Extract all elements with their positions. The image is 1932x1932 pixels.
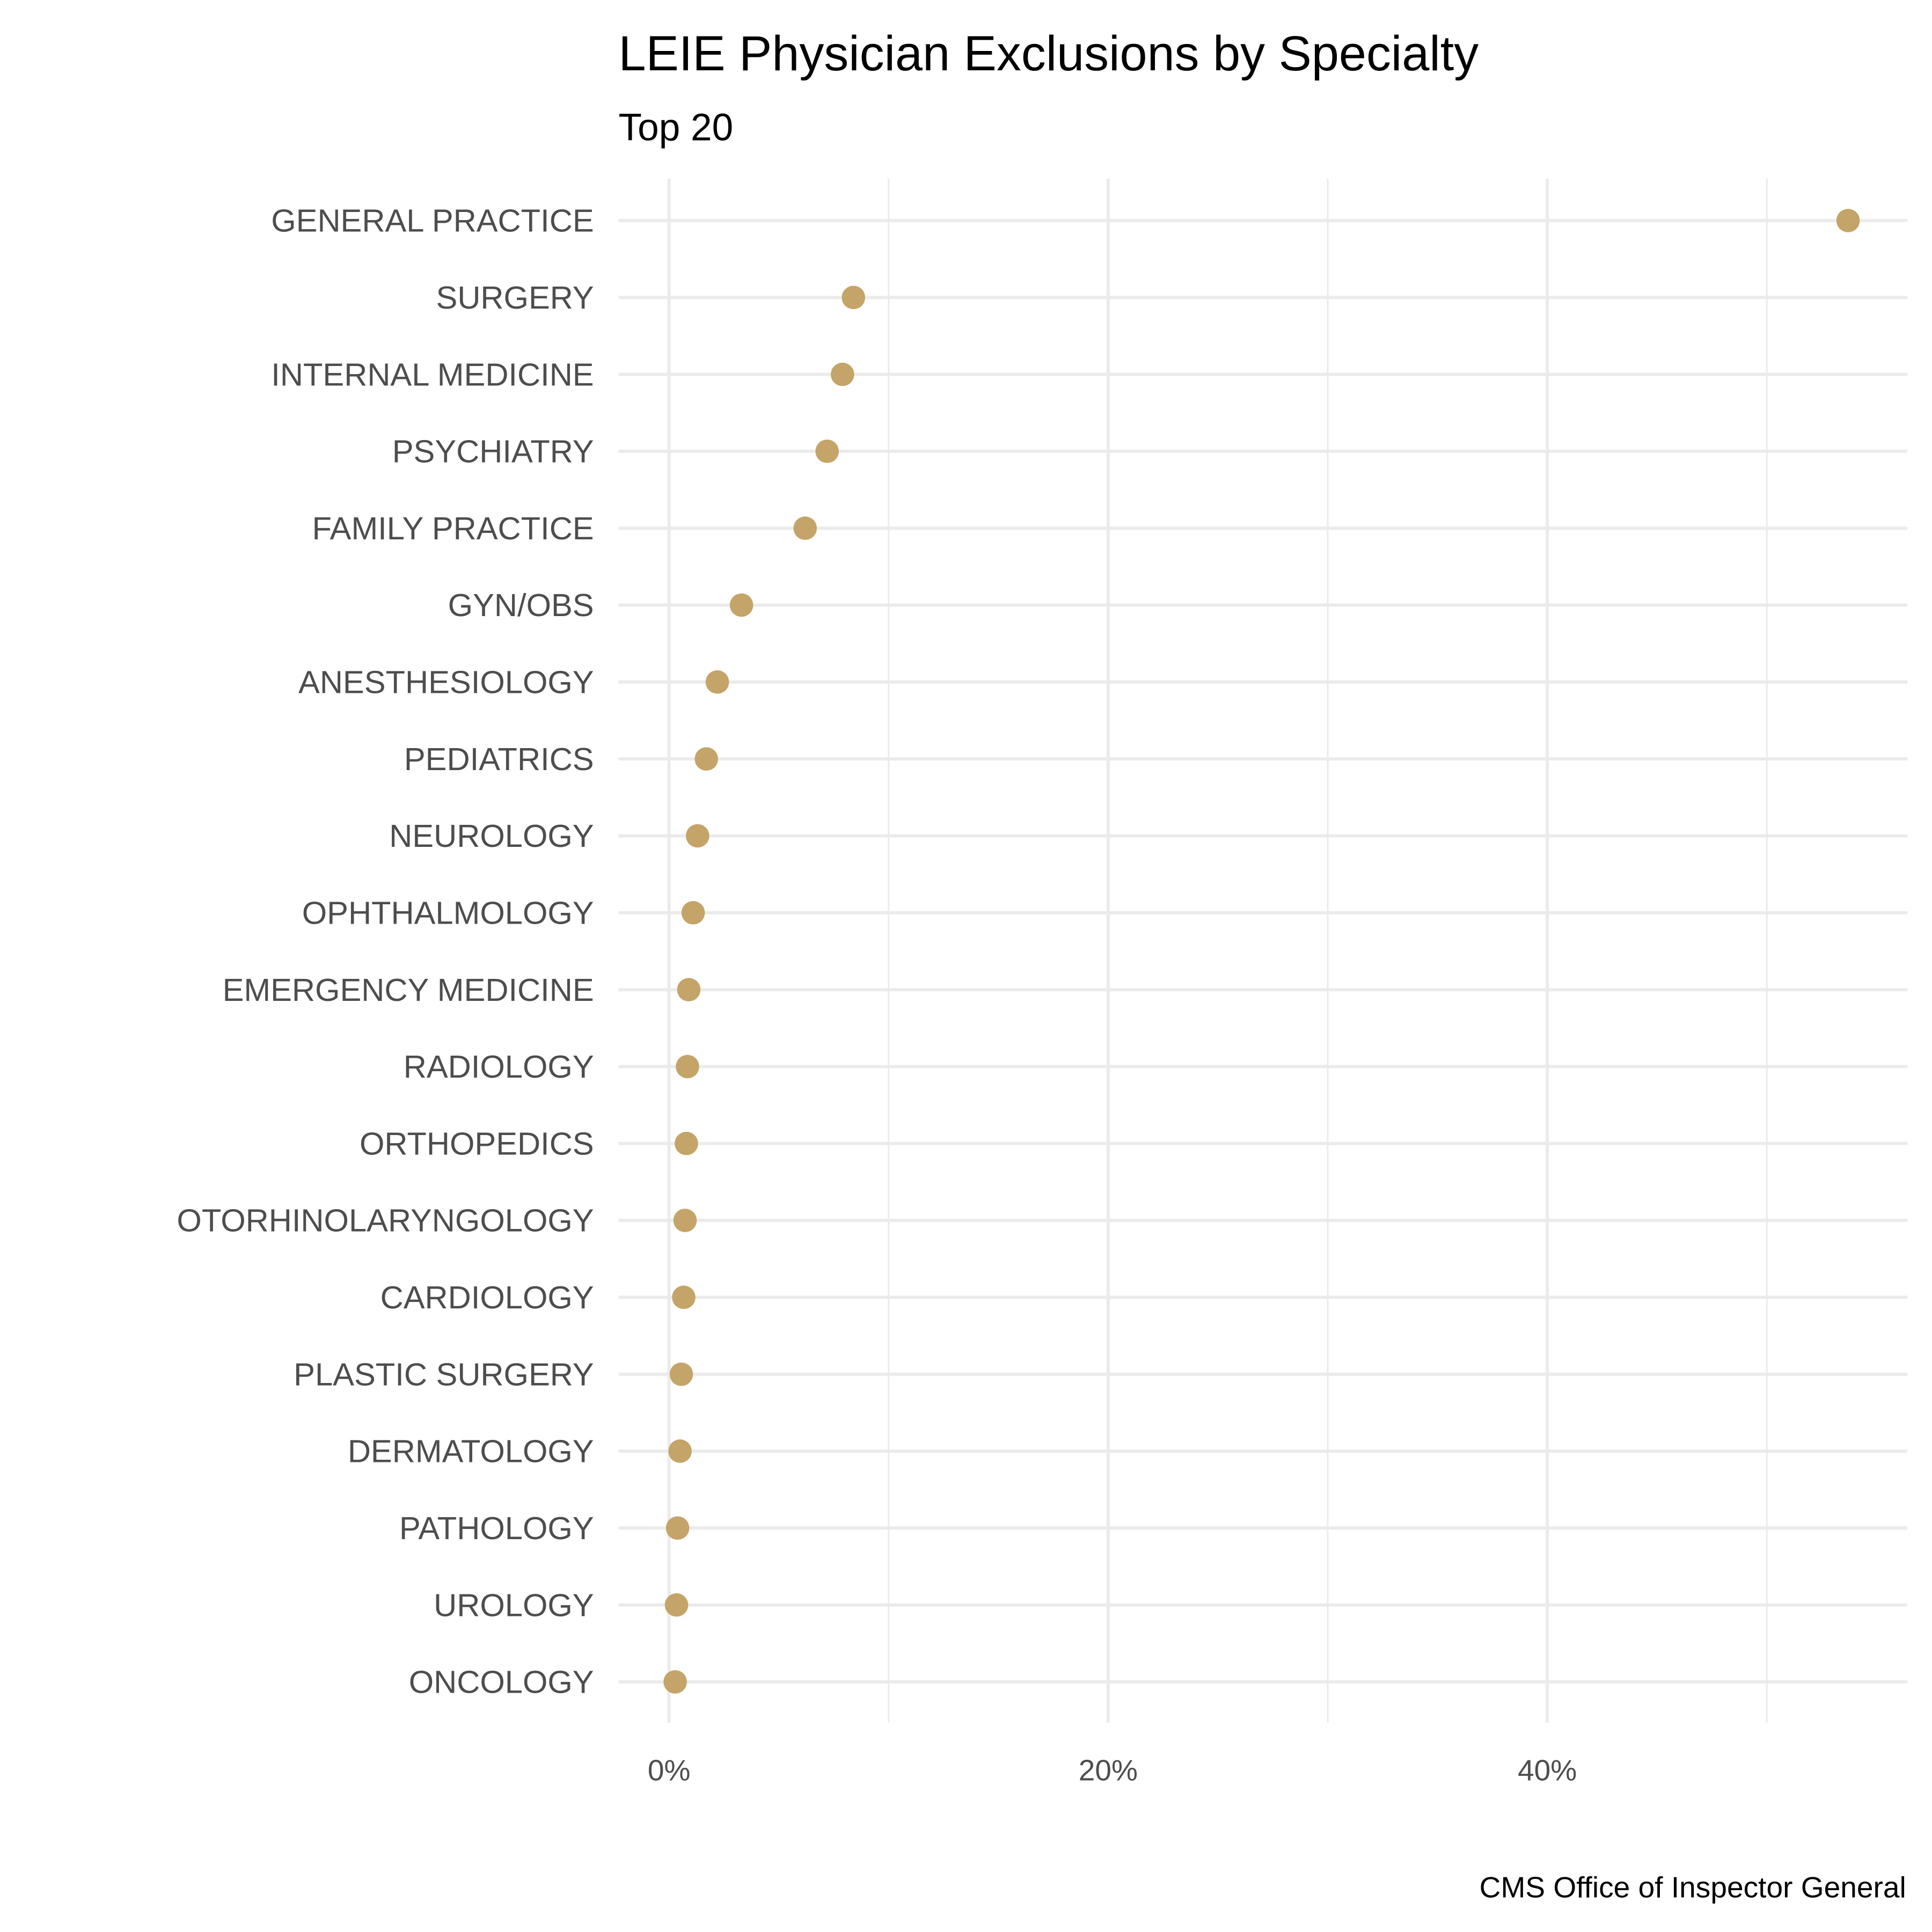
- data-point: [793, 516, 817, 540]
- y-tick-label: RADIOLOGY: [404, 1049, 594, 1085]
- x-tick-label: 40%: [1518, 1754, 1577, 1787]
- y-tick-label: OPHTHALMOLOGY: [302, 895, 594, 931]
- y-tick-label: DERMATOLOGY: [348, 1433, 594, 1469]
- x-tick-label: 20%: [1079, 1754, 1138, 1787]
- y-tick-label: PLASTIC SURGERY: [294, 1356, 594, 1392]
- data-point: [831, 362, 854, 386]
- data-point: [705, 670, 729, 694]
- y-tick-label: GYN/OBS: [448, 587, 594, 623]
- x-axis-ticks: 0% 20% 40%: [648, 1754, 1577, 1787]
- category-rows: GENERAL PRACTICE SURGERY INTERNAL MEDICINE…: [177, 203, 1860, 1700]
- data-point: [686, 824, 709, 848]
- y-tick-label: NEUROLOGY: [389, 818, 594, 854]
- data-point: [676, 1055, 699, 1079]
- data-point: [729, 593, 753, 617]
- y-tick-label: FAMILY PRACTICE: [312, 510, 594, 546]
- data-point: [694, 747, 719, 771]
- chart-subtitle: Top 20: [619, 107, 734, 149]
- data-point: [681, 901, 705, 925]
- data-point: [665, 1516, 690, 1540]
- y-tick-label: PATHOLOGY: [399, 1510, 594, 1546]
- x-tick-label: 0%: [648, 1754, 691, 1787]
- data-point: [668, 1439, 692, 1463]
- y-tick-label: OTORHINOLARYNGOLOGY: [177, 1203, 594, 1239]
- y-tick-label: PEDIATRICS: [404, 741, 594, 777]
- data-point: [1836, 209, 1860, 232]
- y-tick-label: PSYCHIATRY: [392, 434, 594, 470]
- y-tick-label: ONCOLOGY: [409, 1664, 594, 1700]
- y-tick-label: INTERNAL MEDICINE: [271, 356, 594, 392]
- data-point: [815, 440, 839, 463]
- y-tick-label: ANESTHESIOLOGY: [298, 664, 594, 700]
- data-point: [663, 1670, 687, 1694]
- y-tick-label: CARDIOLOGY: [380, 1279, 594, 1315]
- chart-caption: CMS Office of Inspector General: [1480, 1871, 1906, 1904]
- y-tick-label: GENERAL PRACTICE: [271, 203, 594, 239]
- y-tick-label: SURGERY: [436, 280, 594, 316]
- data-point: [664, 1593, 689, 1617]
- data-point: [841, 286, 866, 310]
- data-point: [673, 1209, 697, 1232]
- data-point: [669, 1362, 693, 1386]
- data-point: [672, 1285, 696, 1309]
- chart-title: LEIE Physician Exclusions by Specialty: [619, 26, 1479, 81]
- y-tick-label: EMERGENCY MEDICINE: [223, 972, 594, 1008]
- grid-lines: [618, 178, 1908, 1723]
- data-point: [675, 1131, 698, 1155]
- y-tick-label: UROLOGY: [434, 1587, 594, 1623]
- y-tick-label: ORTHOPEDICS: [360, 1125, 594, 1161]
- data-point: [677, 978, 701, 1001]
